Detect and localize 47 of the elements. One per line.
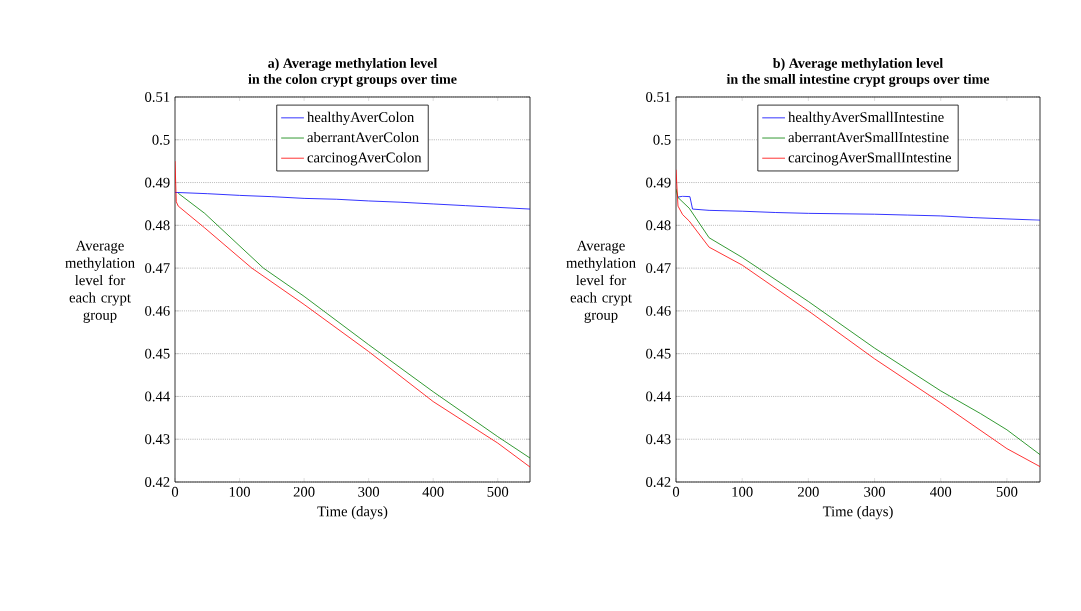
x-tick-label: 400: [422, 486, 444, 497]
y-tick-label: 0.47: [145, 263, 170, 274]
legend-label: carcinogAverSmallIntestine: [788, 152, 952, 166]
y-axis-title: Average methylation level for each crypt group: [65, 240, 135, 323]
y-tick-label: 0.49: [145, 177, 170, 188]
y-tick-label: 0.5: [152, 134, 170, 145]
y-tick-label: 0.45: [646, 348, 671, 359]
x-tick-label: 500: [996, 486, 1018, 497]
x-tick-label: 0: [171, 486, 179, 497]
legend-label: aberrantAverSmallIntestine: [788, 131, 949, 143]
y-tick-label: 0.47: [646, 263, 671, 274]
y-tick-label: 0.45: [145, 348, 170, 359]
y-tick-label: 0.48: [145, 220, 170, 231]
y-tick-label: 0.42: [145, 477, 170, 487]
y-tick-label: 0.46: [646, 305, 671, 316]
y-tick-label: 0.46: [145, 305, 170, 316]
chart-subtitle: in the colon crypt groups over time: [248, 74, 457, 87]
x-tick-label: 200: [798, 486, 819, 497]
y-tick-label: 0.51: [646, 92, 671, 102]
x-tick-label: 200: [293, 486, 315, 497]
y-tick-label: 0.44: [145, 391, 170, 402]
y-tick-label: 0.42: [646, 477, 671, 487]
chart-title: a) Average methylation level: [268, 58, 438, 71]
x-tick-label: 300: [358, 486, 380, 497]
y-tick-label: 0.43: [145, 434, 170, 445]
legend-label: carcinogAverColon: [307, 152, 422, 166]
x-tick-label: 300: [864, 486, 885, 497]
y-tick-label: 0.5: [653, 134, 671, 145]
x-axis-title: Time (days): [822, 506, 893, 520]
legend-label: healthyAverSmallIntestine: [788, 111, 944, 126]
y-axis-title: Average methylation level for each crypt group: [566, 240, 636, 323]
y-tick-label: 0.48: [646, 220, 671, 231]
chart-subtitle: in the small intestine crypt groups over time: [726, 74, 990, 87]
chart-title: b) Average methylation level: [772, 58, 943, 71]
y-tick-label: 0.43: [646, 434, 671, 445]
y-tick-label: 0.44: [646, 391, 671, 402]
y-tick-label: 0.49: [646, 177, 671, 188]
line-series: [175, 192, 530, 210]
legend-label: healthyAverColon: [307, 111, 415, 126]
x-tick-label: 0: [672, 486, 680, 497]
x-tick-label: 100: [229, 486, 250, 497]
x-tick-label: 500: [487, 486, 509, 497]
legend-label: aberrantAverColon: [307, 131, 419, 143]
x-tick-label: 400: [930, 486, 952, 497]
x-tick-label: 100: [732, 486, 753, 497]
y-tick-label: 0.51: [145, 92, 170, 102]
x-axis-title: Time (days): [317, 506, 388, 520]
